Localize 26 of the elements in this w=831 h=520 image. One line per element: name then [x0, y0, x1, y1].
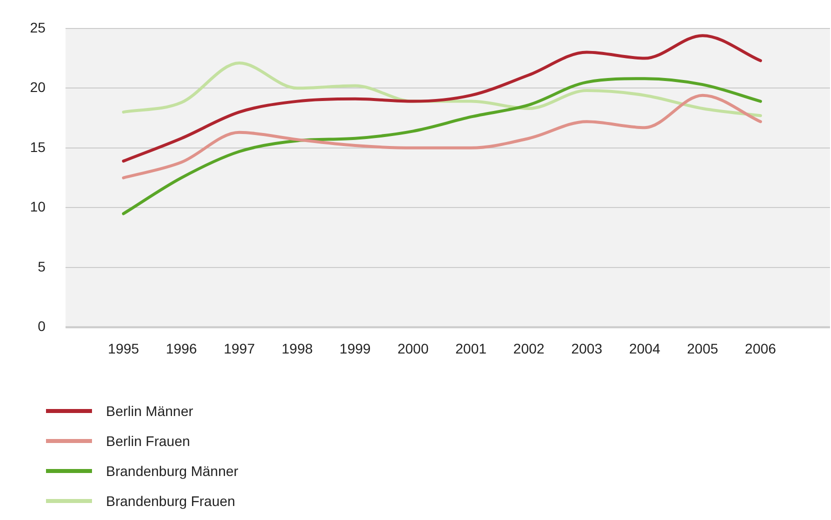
y-tick-label: 0 — [38, 318, 46, 334]
x-tick-label: 1997 — [224, 340, 256, 356]
y-tick-label: 15 — [30, 138, 46, 155]
legend-label: Brandenburg Männer — [106, 463, 238, 479]
x-tick-label: 2002 — [513, 340, 545, 356]
x-tick-label: 2006 — [744, 340, 776, 356]
y-tick-label: 20 — [30, 79, 46, 96]
x-tick-label: 2001 — [455, 340, 487, 356]
x-tick-label: 1998 — [282, 340, 313, 356]
y-tick-label: 25 — [30, 19, 46, 36]
y-tick-label: 5 — [38, 258, 46, 274]
legend-label: Berlin Frauen — [106, 433, 190, 449]
x-tick-label: 1999 — [340, 340, 371, 356]
line-series — [122, 77, 762, 216]
x-tick-label: 2005 — [687, 340, 718, 356]
x-tick-label: 2003 — [571, 340, 603, 356]
x-tick-label: 1995 — [108, 340, 140, 356]
legend-label: Berlin Männer — [106, 403, 194, 419]
line-series — [122, 34, 762, 163]
y-tick-label: 10 — [30, 198, 46, 215]
line-series — [122, 94, 762, 180]
x-tick-label: 1996 — [166, 340, 198, 356]
line-series — [122, 62, 762, 118]
x-tick-label: 2000 — [397, 340, 429, 356]
legend-label: Brandenburg Frauen — [106, 493, 236, 509]
x-tick-label: 2004 — [629, 340, 660, 356]
